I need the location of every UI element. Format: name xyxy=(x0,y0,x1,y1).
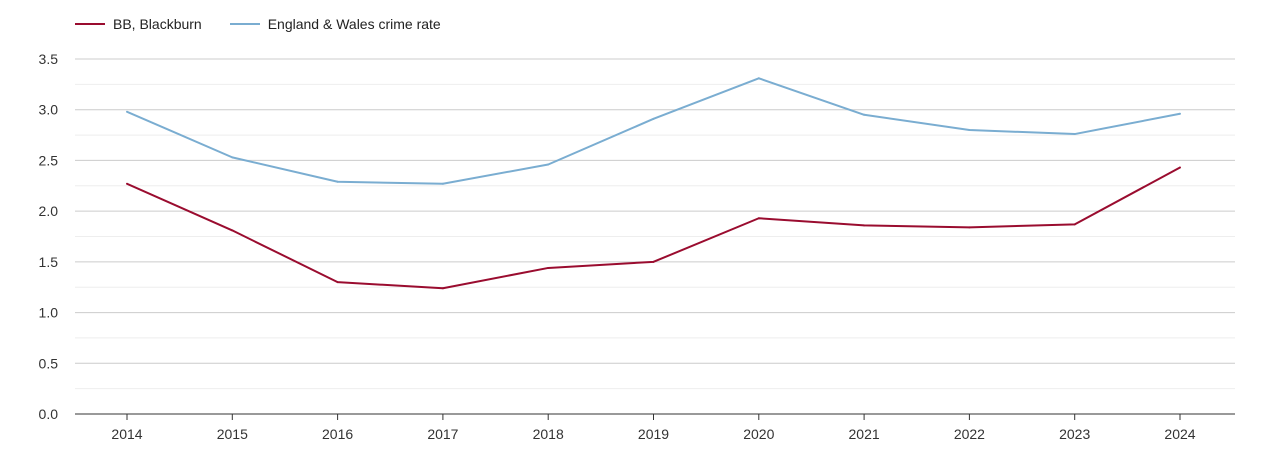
x-tick-label: 2016 xyxy=(322,426,353,442)
legend-swatch-blackburn xyxy=(75,23,105,25)
y-tick-label: 1.0 xyxy=(39,305,59,321)
legend-item-england-wales[interactable]: England & Wales crime rate xyxy=(229,16,441,32)
data-point-england-wales xyxy=(547,163,550,166)
data-point-england-wales xyxy=(126,110,128,113)
data-point-blackburn xyxy=(441,287,444,290)
data-point-england-wales xyxy=(757,77,760,80)
y-tick-label: 2.5 xyxy=(39,152,59,168)
data-point-blackburn xyxy=(1179,166,1181,169)
data-point-england-wales xyxy=(1179,112,1181,115)
data-point-blackburn xyxy=(1073,223,1076,226)
data-point-blackburn xyxy=(652,260,655,263)
x-tick-label: 2019 xyxy=(638,426,669,442)
data-point-blackburn xyxy=(547,266,550,269)
series-line-england-wales xyxy=(126,77,1181,185)
y-tick-label: 2.0 xyxy=(39,203,59,219)
x-tick-label: 2023 xyxy=(1059,426,1090,442)
y-tick-label: 3.5 xyxy=(39,51,59,67)
data-point-blackburn xyxy=(968,226,971,229)
y-tick-label: 1.5 xyxy=(39,254,59,270)
legend-item-blackburn[interactable]: BB, Blackburn xyxy=(75,16,202,32)
x-tick-label: 2014 xyxy=(111,426,142,442)
x-tick-label: 2017 xyxy=(427,426,458,442)
data-point-england-wales xyxy=(968,129,971,131)
data-point-england-wales xyxy=(441,182,444,185)
data-point-england-wales xyxy=(336,180,339,183)
data-point-blackburn xyxy=(126,182,128,185)
data-point-blackburn xyxy=(336,281,339,284)
x-tick-label: 2015 xyxy=(217,426,248,442)
data-point-blackburn xyxy=(757,217,760,220)
y-tick-label: 0.5 xyxy=(39,355,59,371)
data-point-blackburn xyxy=(863,224,866,227)
y-tick-label: 0.0 xyxy=(39,406,59,422)
data-point-blackburn xyxy=(231,229,234,232)
y-tick-label: 3.0 xyxy=(39,102,59,118)
legend-swatch-england-wales xyxy=(229,23,260,25)
legend-label-england-wales: England & Wales crime rate xyxy=(267,16,441,32)
x-tick-label: 2022 xyxy=(954,426,985,442)
data-point-england-wales xyxy=(231,156,234,159)
data-point-england-wales xyxy=(652,117,655,120)
data-point-england-wales xyxy=(1073,133,1076,136)
data-point-england-wales xyxy=(863,113,866,116)
legend-label-blackburn: BB, Blackburn xyxy=(113,16,202,32)
legend: BB, Blackburn England & Wales crime rate xyxy=(75,16,441,32)
x-tick-label: 2018 xyxy=(533,426,564,442)
x-tick-label: 2021 xyxy=(849,426,880,442)
x-tick-label: 2020 xyxy=(743,426,774,442)
x-tick-label: 2024 xyxy=(1164,426,1195,442)
